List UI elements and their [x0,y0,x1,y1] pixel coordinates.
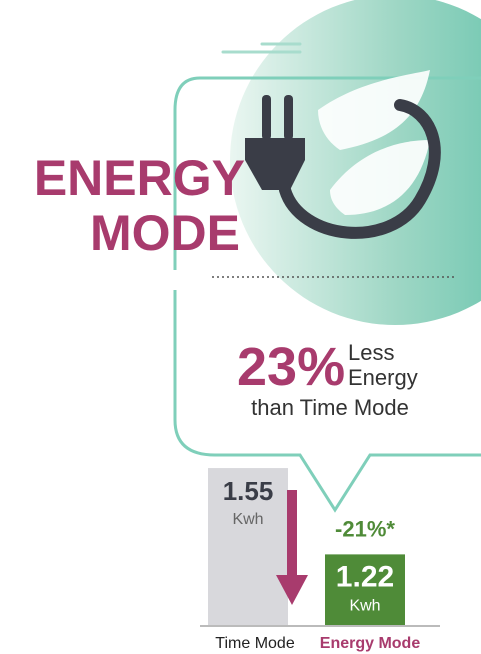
title: MODE [90,205,240,261]
bar-unit: Kwh [349,597,380,614]
headline-value: 23% [237,337,345,397]
title: ENERGY [34,150,245,206]
headline-subtext: than Time Mode [251,395,409,420]
bar-value: 1.22 [336,560,394,593]
bars: 1.55 Kwh Time Mode 1.22 Kwh -21%* Energy Mode [208,468,420,652]
bar-label: Time Mode [215,635,295,652]
headline-text: Less [348,340,394,365]
infographic: ENERGY MODE 23% Less Energy than Time Mo… [0,0,481,654]
plug-prong [262,95,271,140]
bar-change: -21%* [335,516,395,541]
bar-unit: Kwh [232,511,263,528]
plug-prong [284,95,293,140]
headline-text: Energy [348,365,418,390]
page: ENERGY MODE 23% Less Energy than Time Mo… [0,0,481,654]
bar-label: Energy Mode [320,635,421,652]
bar-value: 1.55 [223,476,274,506]
